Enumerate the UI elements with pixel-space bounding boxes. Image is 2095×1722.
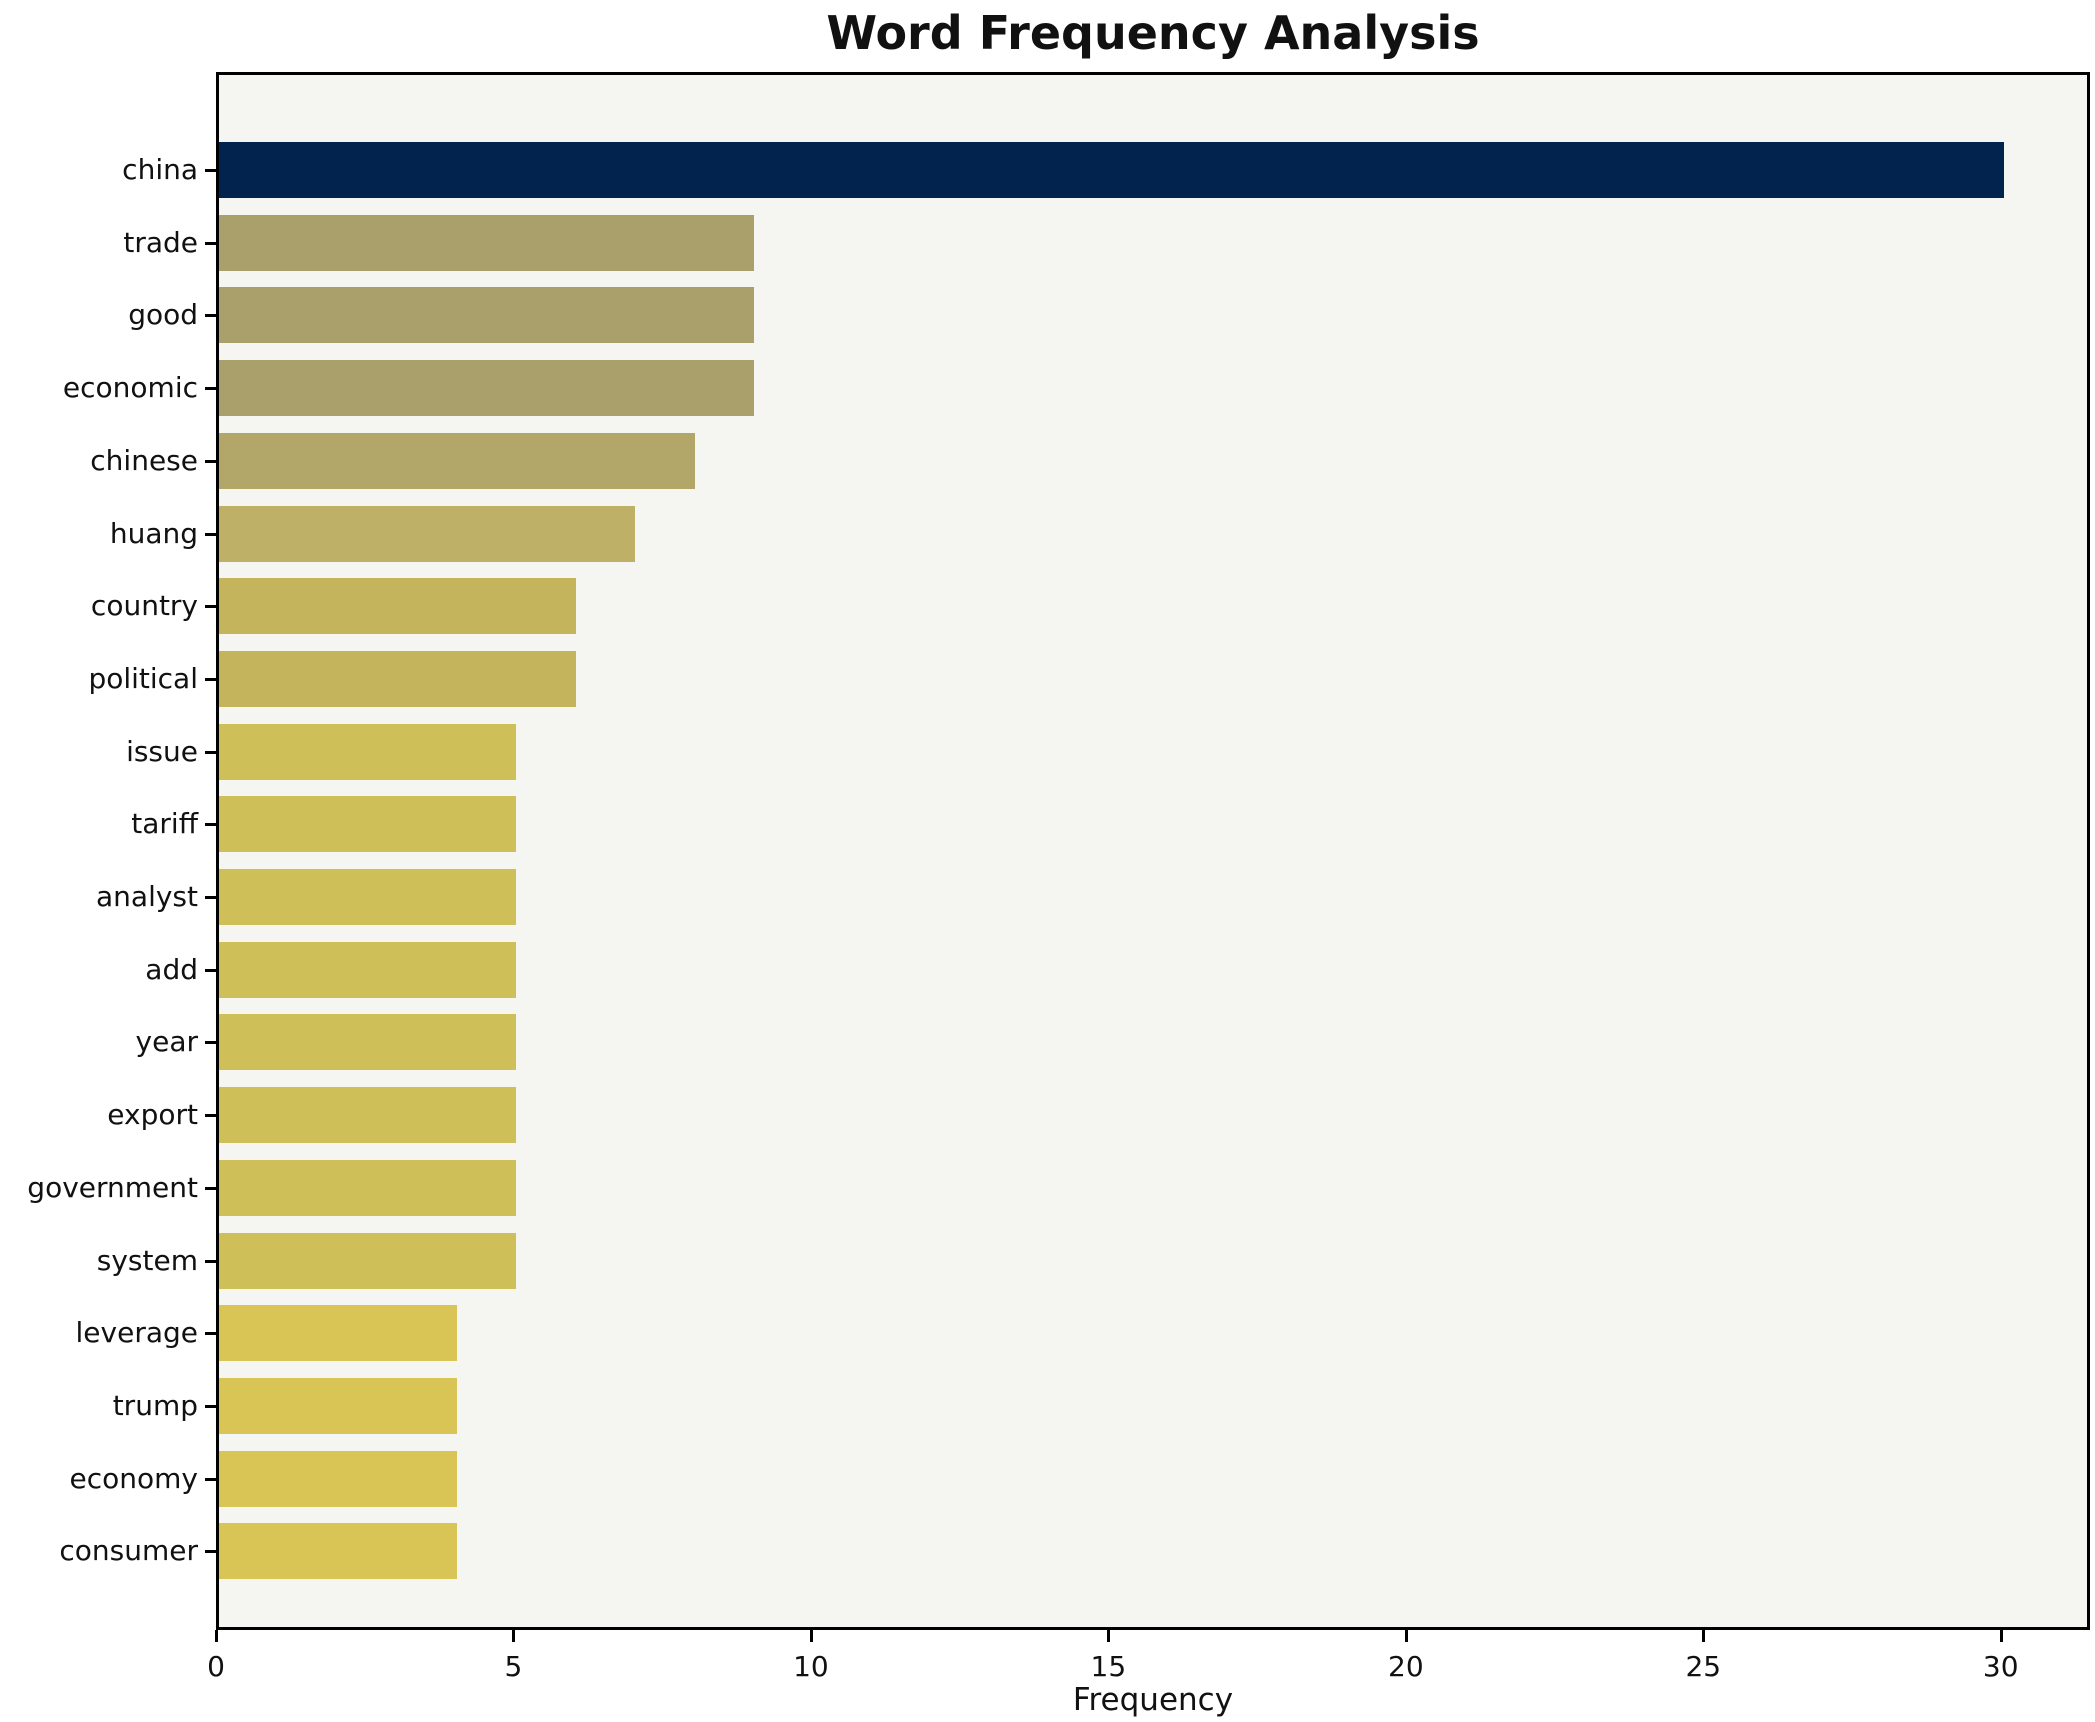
y-tick-mark <box>205 1041 216 1045</box>
bar-system <box>219 1232 517 1289</box>
bar-economic <box>219 360 755 417</box>
y-tick-label: leverage <box>75 1316 198 1350</box>
y-tick-mark <box>205 968 216 972</box>
y-tick-mark <box>205 823 216 827</box>
bar-government <box>219 1159 517 1216</box>
x-tick-label: 25 <box>1685 1650 1722 1683</box>
bar-trade <box>219 214 755 271</box>
y-tick-label: china <box>122 153 198 186</box>
y-tick-label: analyst <box>96 880 198 913</box>
y-tick-label: add <box>145 952 198 986</box>
x-tick-mark <box>1702 1630 1706 1642</box>
y-tick-label: trade <box>123 225 198 259</box>
y-tick-label: economy <box>69 1461 198 1495</box>
y-tick-mark <box>205 169 216 172</box>
x-tick-label: 30 <box>1982 1650 2019 1683</box>
y-tick-label: year <box>135 1025 198 1059</box>
x-tick-label: 0 <box>207 1650 225 1683</box>
y-tick-mark <box>205 1186 216 1190</box>
bar-trump <box>219 1377 457 1434</box>
bar-tariff <box>219 796 517 853</box>
chart-title: Word Frequency Analysis <box>826 6 1480 60</box>
y-tick-mark <box>205 750 216 754</box>
y-tick-label: trump <box>112 1388 198 1422</box>
x-tick-mark <box>215 1630 218 1642</box>
y-tick-mark <box>205 387 216 391</box>
y-tick-label: consumer <box>59 1534 198 1568</box>
y-tick-label: chinese <box>90 443 198 477</box>
bar-economy <box>219 1450 457 1507</box>
y-tick-mark <box>205 1404 216 1408</box>
x-axis-label: Frequency <box>1072 1682 1234 1718</box>
bar-leverage <box>219 1305 457 1362</box>
y-tick-mark <box>205 896 216 899</box>
bar-year <box>219 1014 517 1071</box>
y-tick-mark <box>205 1332 216 1336</box>
y-tick-label: tariff <box>131 807 198 841</box>
x-tick-label: 10 <box>793 1650 829 1683</box>
bar-add <box>219 941 517 998</box>
plot-area <box>216 72 2090 1630</box>
x-tick-mark <box>1404 1630 1408 1642</box>
y-tick-label: country <box>90 589 198 623</box>
x-tick-mark <box>809 1630 813 1642</box>
y-tick-mark <box>205 677 216 681</box>
y-tick-mark <box>205 1259 216 1263</box>
x-tick-label: 15 <box>1090 1650 1127 1683</box>
bar-good <box>219 287 755 344</box>
y-tick-label: huang <box>109 516 198 550</box>
y-tick-mark <box>205 605 216 609</box>
bar-country <box>219 578 576 635</box>
y-tick-mark <box>205 314 216 318</box>
y-tick-label: government <box>27 1170 198 1204</box>
x-tick-mark <box>512 1630 516 1642</box>
y-tick-label: issue <box>126 734 198 768</box>
x-tick-label: 5 <box>504 1650 523 1683</box>
y-tick-mark <box>205 1477 216 1481</box>
bar-export <box>219 1087 517 1144</box>
y-tick-mark <box>205 241 216 245</box>
bar-issue <box>219 723 517 780</box>
bar-huang <box>219 505 636 562</box>
y-tick-mark <box>205 532 216 536</box>
y-tick-label: economic <box>62 371 198 405</box>
y-tick-mark <box>205 459 216 463</box>
bar-china <box>219 142 2004 198</box>
bar-chinese <box>219 432 695 489</box>
y-tick-label: political <box>88 661 198 695</box>
x-tick-label: 20 <box>1388 1650 1424 1683</box>
y-tick-label: good <box>128 298 198 332</box>
y-tick-mark <box>205 1550 216 1554</box>
bar-analyst <box>219 869 517 925</box>
y-tick-label: system <box>96 1243 198 1277</box>
x-tick-mark <box>1107 1630 1111 1642</box>
bar-consumer <box>219 1523 457 1580</box>
y-tick-label: export <box>107 1098 198 1132</box>
bar-political <box>219 650 576 707</box>
y-tick-mark <box>205 1114 216 1118</box>
x-tick-mark <box>1999 1630 2003 1642</box>
